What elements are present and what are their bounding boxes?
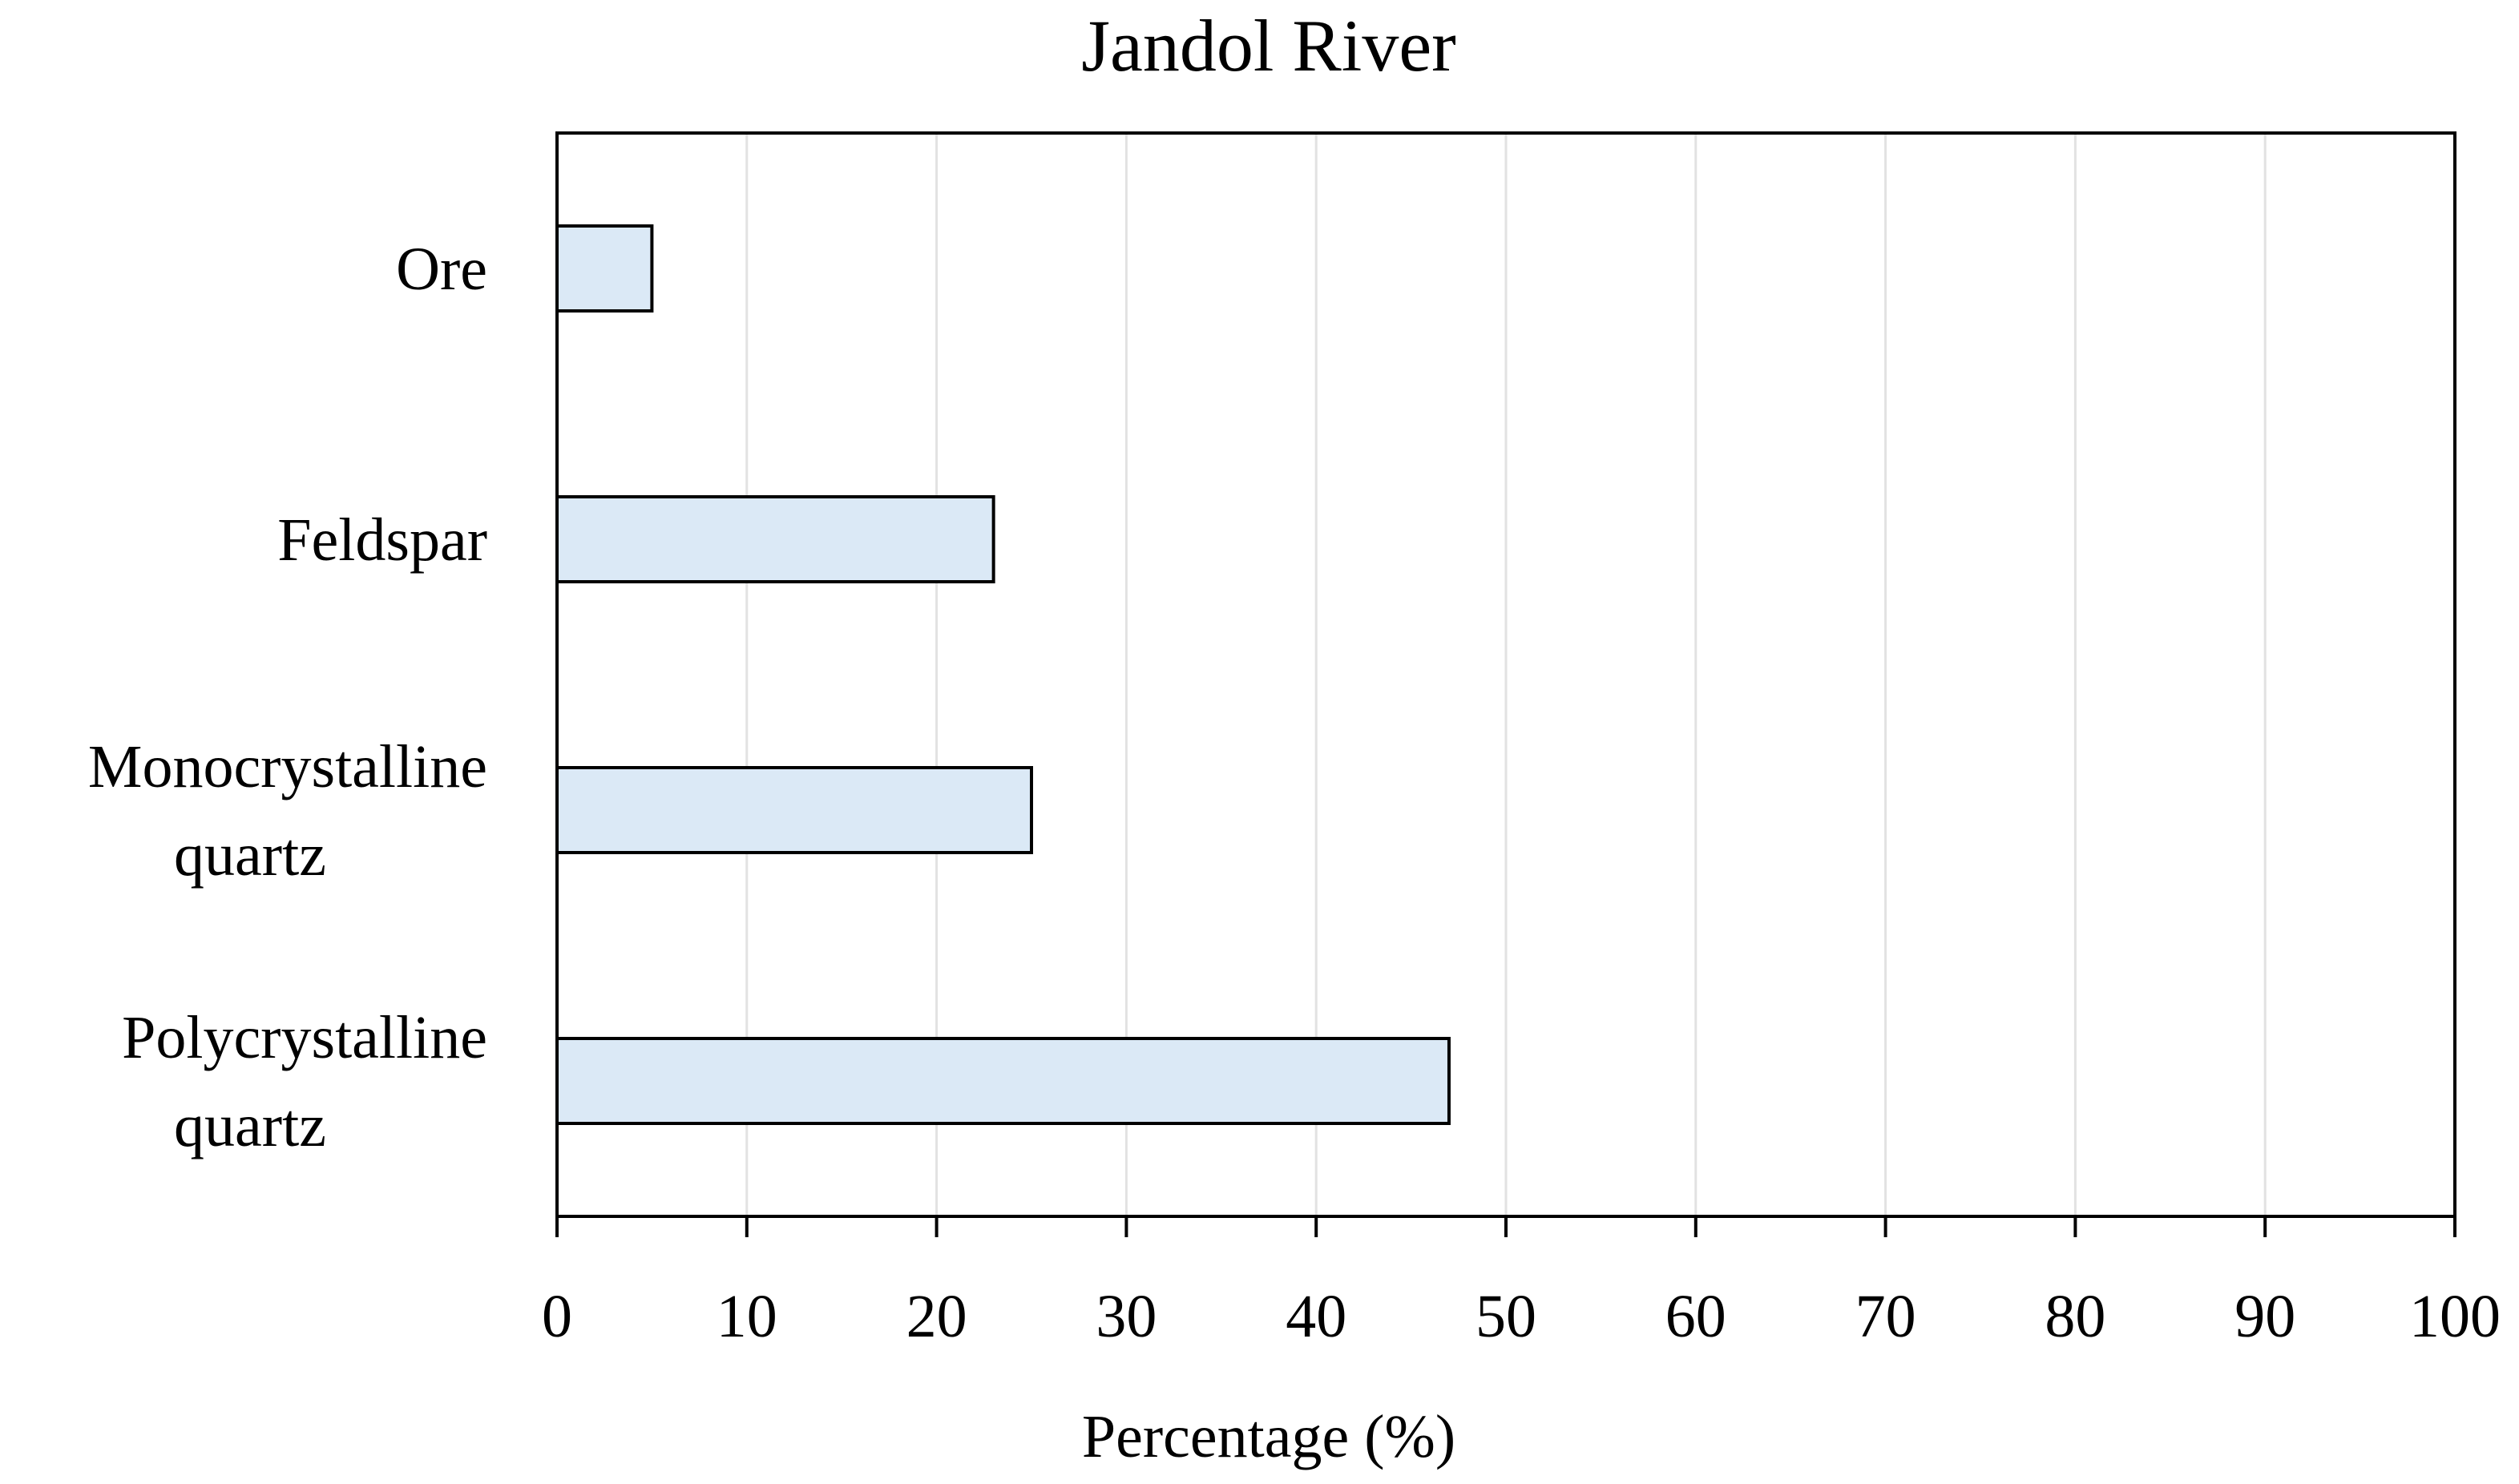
- x-axis-title: Percentage (%): [1082, 1403, 1455, 1470]
- x-tick-label-70: 70: [1855, 1283, 1916, 1350]
- x-tick-label-80: 80: [2045, 1283, 2105, 1350]
- x-tick-label-100: 100: [2409, 1283, 2501, 1350]
- x-axis-ticks: [555, 1216, 2456, 1237]
- x-axis-tick-labels: 0 10 20 30 40 50 60 70 80 90 100: [542, 1283, 2501, 1350]
- bar-feldspar: [555, 495, 995, 583]
- category-label-feldspar-line-1: Feldspar: [277, 506, 487, 574]
- category-label-polycrystalline-quartz-line-1: Polycrystalline: [122, 1004, 487, 1071]
- category-label-ore-line-1: Ore: [396, 236, 487, 303]
- category-label-monocrystalline-quartz-line-2: quartz: [174, 821, 326, 889]
- bar-ore: [555, 224, 654, 313]
- x-tick-label-10: 10: [717, 1283, 777, 1350]
- x-tick-label-20: 20: [906, 1283, 967, 1350]
- bars: [555, 224, 1451, 1125]
- x-tick-label-0: 0: [542, 1283, 572, 1350]
- chart-title: Jandol River: [1081, 5, 1456, 87]
- y-axis-category-labels: Ore Feldspar Monocrystalline quartz Polycrys…: [88, 236, 487, 1159]
- category-label-monocrystalline-quartz-line-1: Monocrystalline: [88, 733, 487, 800]
- x-tick-label-50: 50: [1475, 1283, 1536, 1350]
- x-tick-label-60: 60: [1665, 1283, 1726, 1350]
- x-tick-label-40: 40: [1286, 1283, 1346, 1350]
- category-label-polycrystalline-quartz-line-2: quartz: [174, 1092, 326, 1159]
- bar-monocrystalline-quartz: [555, 766, 1033, 854]
- bar-polycrystalline-quartz: [555, 1037, 1451, 1125]
- gridlines: [745, 133, 2267, 1216]
- x-tick-label-90: 90: [2234, 1283, 2295, 1350]
- x-tick-label-30: 30: [1096, 1283, 1157, 1350]
